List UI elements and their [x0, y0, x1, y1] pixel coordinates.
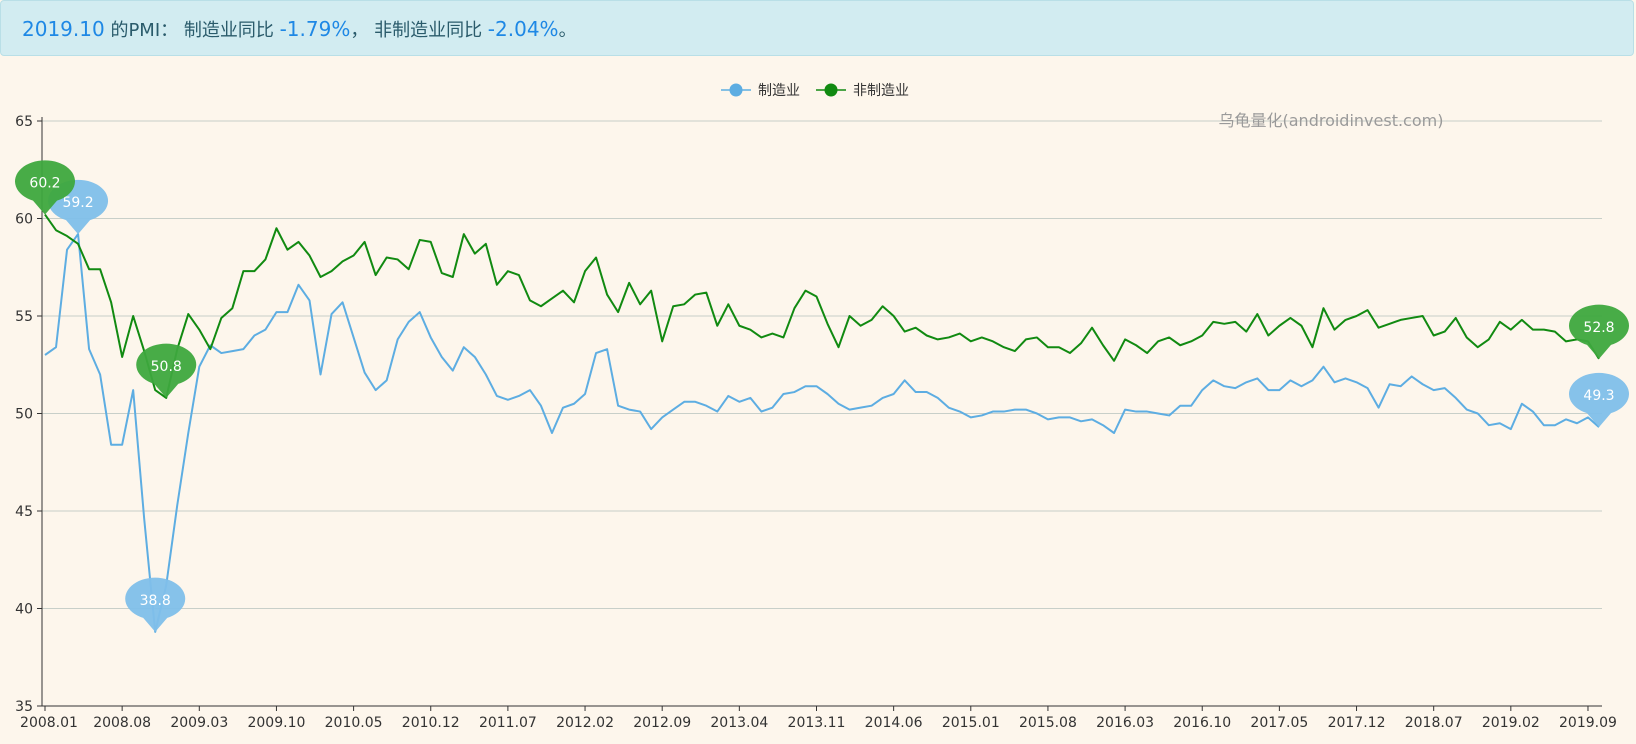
value-marker: 38.8: [125, 577, 186, 632]
pmi-line-chart: 35 40 45 50 55 60 65 2008.01 2008.08 2009.03 2009…: [15, 83, 1630, 731]
legend-label: 非制造业: [853, 83, 909, 99]
legend-item-manufacturing[interactable]: 制造业: [721, 83, 800, 99]
marker-shape: [1569, 304, 1630, 359]
marker-label: 52.8: [1583, 320, 1614, 336]
summary-label-2: ， 非制造业同比: [350, 20, 488, 41]
legend-dot: [729, 83, 743, 97]
legend-item-non-manufacturing[interactable]: 非制造业: [816, 83, 909, 99]
x-tick-label: 2008.08: [93, 715, 151, 731]
x-tick-label: 2011.07: [479, 715, 537, 731]
marker-shape: [15, 160, 76, 215]
value-marker: 49.3: [1569, 372, 1630, 428]
non-manufacturing-change-value: -2.04%: [487, 17, 559, 41]
value-marker: 52.8: [1569, 304, 1630, 359]
legend-label: 制造业: [758, 83, 800, 99]
legend: 制造业 非制造业: [721, 83, 909, 99]
x-tick-label: 2008.01: [20, 715, 78, 731]
marker-shape: [136, 343, 197, 398]
x-tick-label: 2014.06: [865, 715, 923, 731]
x-tick-label: 2018.07: [1405, 715, 1463, 731]
x-tick-label: 2013.04: [710, 715, 768, 731]
x-tick-label: 2016.03: [1096, 715, 1154, 731]
value-markers: 59.2 38.8 49.3 60.2 50.8 52.8: [15, 160, 1630, 632]
period-value: 2019.10: [22, 17, 105, 41]
value-marker: 60.2: [15, 160, 76, 215]
marker-label: 49.3: [1583, 388, 1614, 404]
y-tick-label: 50: [15, 407, 33, 423]
summary-label-1: 的PMI： 制造业同比: [104, 20, 280, 41]
marker-label: 59.2: [62, 195, 93, 211]
y-tick-label: 55: [15, 309, 33, 325]
x-tick-label: 2010.12: [402, 715, 460, 731]
x-tick-label: 2009.03: [170, 715, 228, 731]
marker-shape: [1569, 372, 1630, 428]
x-tick-label: 2013.11: [788, 715, 846, 731]
series-line-non-manufacturing: [44, 214, 1600, 399]
watermark: 乌龟量化(androidinvest.com): [1219, 111, 1444, 130]
value-marker: 50.8: [136, 343, 197, 398]
marker-label: 60.2: [29, 176, 60, 192]
x-tick-label: 2010.05: [325, 715, 383, 731]
x-tick-label: 2012.02: [556, 715, 614, 731]
y-tick-label: 60: [15, 212, 33, 228]
x-tick-label: 2017.12: [1328, 715, 1386, 731]
y-axis: 35 40 45 50 55 60 65: [15, 114, 43, 715]
marker-label: 38.8: [140, 593, 171, 609]
x-tick-label: 2012.09: [633, 715, 691, 731]
manufacturing-change-value: -1.79%: [279, 17, 351, 41]
y-tick-label: 40: [15, 602, 33, 618]
x-tick-label: 2019.02: [1482, 715, 1540, 731]
x-tick-label: 2009.10: [247, 715, 305, 731]
summary-banner: 2019.10 的PMI： 制造业同比 -1.79%， 非制造业同比 -2.04…: [0, 0, 1634, 56]
marker-label: 50.8: [151, 359, 182, 375]
y-tick-label: 65: [15, 114, 33, 130]
summary-text: 2019.10 的PMI： 制造业同比 -1.79%， 非制造业同比 -2.04…: [22, 16, 577, 42]
x-axis: 2008.01 2008.08 2009.03 2009.10 2010.05 2010.…: [20, 705, 1617, 731]
y-tick-label: 45: [15, 504, 33, 520]
x-tick-label: 2019.09: [1559, 715, 1617, 731]
x-tick-label: 2016.10: [1173, 715, 1231, 731]
x-tick-label: 2015.01: [942, 715, 1000, 731]
summary-label-3: 。: [558, 20, 577, 41]
y-tick-label: 35: [15, 699, 33, 715]
marker-shape: [125, 577, 186, 632]
x-tick-label: 2017.05: [1250, 715, 1308, 731]
gridlines: [42, 120, 1602, 609]
series-line-manufacturing: [44, 233, 1600, 633]
x-tick-label: 2015.08: [1019, 715, 1077, 731]
legend-dot: [824, 83, 838, 97]
series-lines: [44, 214, 1600, 633]
